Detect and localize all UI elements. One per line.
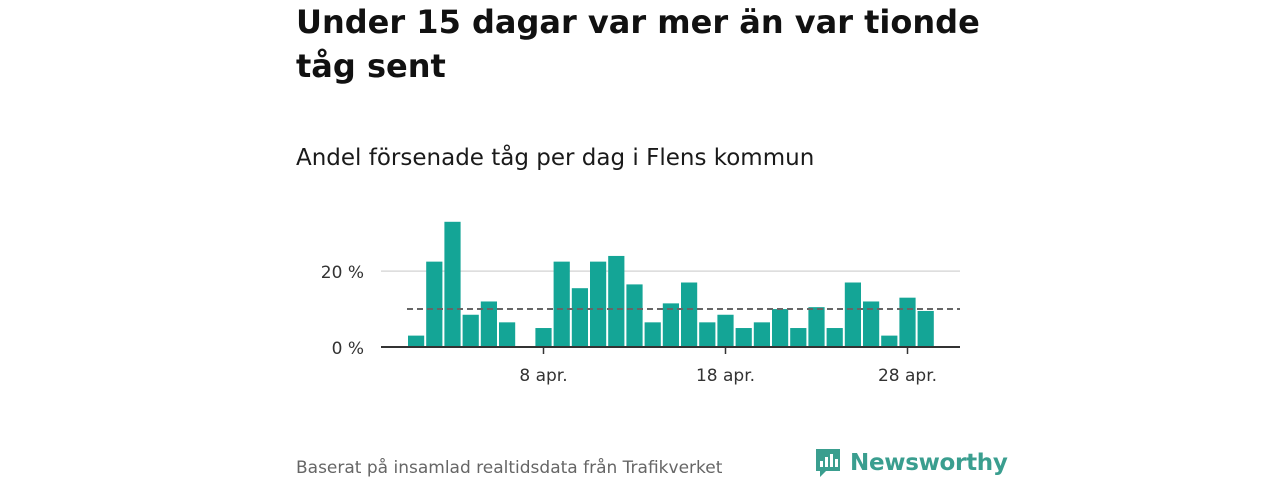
bar bbox=[753, 322, 770, 347]
bar bbox=[844, 282, 861, 347]
chart-subtitle: Andel försenade tåg per dag i Flens komm… bbox=[296, 145, 815, 171]
bar bbox=[681, 282, 698, 347]
bar bbox=[480, 301, 497, 347]
bar bbox=[499, 322, 516, 347]
bar bbox=[553, 261, 570, 347]
bar bbox=[408, 335, 425, 347]
bar bbox=[699, 322, 716, 347]
bar bbox=[608, 255, 625, 347]
source-note: Baserat på insamlad realtidsdata från Tr… bbox=[296, 458, 723, 478]
bar bbox=[899, 297, 916, 347]
bar bbox=[790, 328, 807, 347]
bar bbox=[881, 335, 898, 347]
chart-title: Under 15 dagar var mer än var tionde tåg… bbox=[296, 3, 980, 85]
bar bbox=[444, 221, 461, 347]
bar bbox=[808, 307, 825, 347]
bar bbox=[535, 328, 552, 347]
bar bbox=[644, 322, 661, 347]
bar bbox=[626, 284, 643, 347]
newsworthy-logo-icon bbox=[816, 449, 840, 477]
y-tick-label: 0 % bbox=[332, 339, 364, 359]
bar bbox=[826, 328, 843, 347]
y-tick-label: 20 % bbox=[321, 263, 364, 283]
x-tick-label: 8 apr. bbox=[519, 366, 567, 386]
x-tick-label: 18 apr. bbox=[696, 366, 755, 386]
bar bbox=[571, 288, 588, 347]
brand-logo: Newsworthy bbox=[814, 446, 1008, 480]
bar bbox=[735, 328, 752, 347]
bar bbox=[662, 303, 679, 347]
x-tick-label: 28 apr. bbox=[878, 366, 937, 386]
bar bbox=[717, 314, 734, 347]
bar bbox=[772, 309, 789, 347]
bar bbox=[590, 261, 607, 347]
bar bbox=[462, 314, 479, 347]
bar bbox=[863, 301, 880, 347]
brand-name: Newsworthy bbox=[850, 450, 1008, 476]
bar bbox=[426, 261, 443, 347]
bar bbox=[917, 310, 934, 347]
